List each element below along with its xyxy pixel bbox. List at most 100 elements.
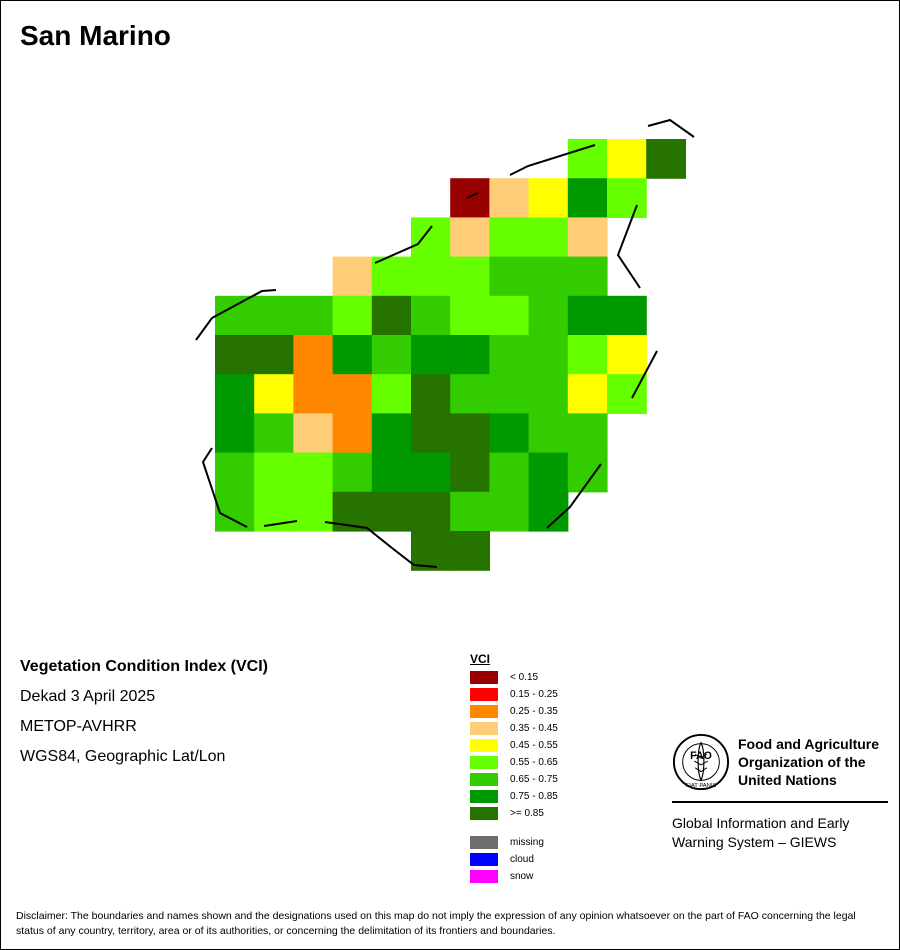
legend-label: 0.25 - 0.35 [510, 706, 558, 717]
vci-cell-c7 [489, 374, 530, 414]
vci-cell-c5 [607, 335, 647, 375]
vci-cell-c6 [489, 217, 530, 258]
vci-cell-c8 [489, 413, 530, 454]
vci-cell-c9 [646, 139, 686, 179]
vci-cell-c6 [489, 295, 530, 336]
vci-cell-c6 [371, 374, 412, 414]
vci-cell-c7 [489, 491, 530, 532]
fao-name-line: Organization of the [738, 754, 866, 770]
vci-cell-c3 [332, 374, 373, 414]
vci-cell-c9 [215, 335, 255, 375]
vci-map [195, 118, 695, 571]
vci-cell-c7 [567, 413, 608, 454]
giews-label: Global Information and Early Warning Sys… [672, 814, 849, 852]
vci-cell-c7 [215, 452, 255, 493]
legend-item-c1: < 0.15 [470, 671, 630, 684]
vci-cell-c6 [411, 217, 451, 258]
vci-cell-c1 [450, 178, 490, 218]
vci-cell-c7 [371, 335, 412, 375]
vci-cell-c7 [215, 491, 255, 532]
disclaimer: Disclaimer: The boundaries and names sho… [16, 910, 856, 937]
vci-cell-c6 [332, 295, 373, 336]
legend-title: VCI [470, 652, 491, 666]
legend-item-c6: 0.55 - 0.65 [470, 756, 630, 769]
legend-swatch [470, 773, 498, 786]
vci-cell-c6 [293, 491, 334, 532]
legend-swatch [470, 870, 498, 883]
legend-label: 0.45 - 0.55 [510, 740, 558, 751]
vci-cell-c6 [254, 491, 294, 532]
vci-cell-c6 [528, 217, 569, 258]
vci-cell-c7 [528, 413, 569, 454]
border-segment [631, 350, 658, 399]
vci-cell-c8 [215, 413, 255, 454]
vci-cell-c7 [528, 256, 569, 297]
vci-cell-c5 [528, 178, 569, 218]
border-segment [201, 447, 248, 528]
vci-cell-c5 [254, 374, 294, 414]
vci-cell-c8 [371, 413, 412, 454]
legend-label: 0.15 - 0.25 [510, 689, 558, 700]
vci-cell-c4 [450, 217, 490, 258]
vci-cell-c7 [332, 452, 373, 493]
legend-swatch [470, 705, 498, 718]
vci-cell-c6 [254, 452, 294, 493]
vci-cell-c9 [254, 335, 294, 375]
vci-cell-c7 [254, 413, 294, 454]
vci-cell-c7 [411, 295, 451, 336]
vci-cell-c9 [450, 531, 490, 571]
border-segment [324, 521, 438, 568]
legend-item-c4: 0.35 - 0.45 [470, 722, 630, 735]
legend-swatch [470, 836, 498, 849]
legend-item-c9: >= 0.85 [470, 807, 630, 820]
vci-grid [215, 139, 686, 571]
legend-label: < 0.15 [510, 672, 539, 683]
vci-cell-c4 [489, 178, 530, 218]
fao-name-line: United Nations [738, 772, 837, 788]
legend-item-c5: 0.45 - 0.55 [470, 739, 630, 752]
fao-logo-motto: FIAT PANIS [686, 783, 717, 789]
vci-cell-c8 [567, 295, 608, 336]
vci-cell-c8 [607, 295, 647, 336]
vci-cell-c7 [489, 335, 530, 375]
border-segment [374, 225, 433, 264]
fao-logo-icon: FAO FIAT PANIS [672, 733, 730, 791]
vci-cell-c7 [567, 256, 608, 297]
vci-cell-c6 [450, 295, 490, 336]
vci-cell-c7 [450, 374, 490, 414]
fao-name: Food and Agriculture Organization of the… [738, 735, 879, 789]
fao-divider [672, 801, 888, 803]
legend-label: 0.35 - 0.45 [510, 723, 558, 734]
giews-line: Global Information and Early [672, 815, 850, 831]
vci-cell-c7 [489, 256, 530, 297]
vci-cell-c5 [607, 139, 647, 179]
border-segment [616, 204, 641, 289]
vci-cell-c8 [528, 491, 569, 532]
vci-cell-c9 [450, 452, 490, 493]
legend-label: cloud [510, 854, 534, 865]
vci-cell-c7 [254, 295, 294, 336]
vci-cell-c7 [293, 295, 334, 336]
legend-swatch [470, 688, 498, 701]
vci-cell-c7 [489, 452, 530, 493]
vci-cell-c8 [411, 335, 451, 375]
vci-cell-c9 [411, 374, 451, 414]
fao-name-line: Food and Agriculture [738, 736, 880, 752]
vci-cell-c8 [371, 452, 412, 493]
vci-cell-c9 [371, 491, 412, 532]
map-title: San Marino [20, 20, 171, 51]
vci-cell-c6 [607, 178, 647, 218]
vci-cell-c9 [411, 413, 451, 454]
legend-swatch [470, 722, 498, 735]
vci-cell-c6 [450, 256, 490, 297]
legend-swatch [470, 853, 498, 866]
fao-logo-letters: FAO [690, 750, 712, 762]
index-name: Vegetation Condition Index (VCI) [20, 658, 268, 675]
vci-cell-c6 [293, 452, 334, 493]
border-segment [509, 144, 596, 176]
vci-cell-c9 [411, 491, 451, 532]
legend-item-cloud: cloud [470, 853, 630, 866]
period-label: Dekad 3 April 2025 [20, 688, 156, 705]
projection-label: WGS84, Geographic Lat/Lon [20, 748, 226, 765]
vci-cell-c4 [567, 217, 608, 258]
